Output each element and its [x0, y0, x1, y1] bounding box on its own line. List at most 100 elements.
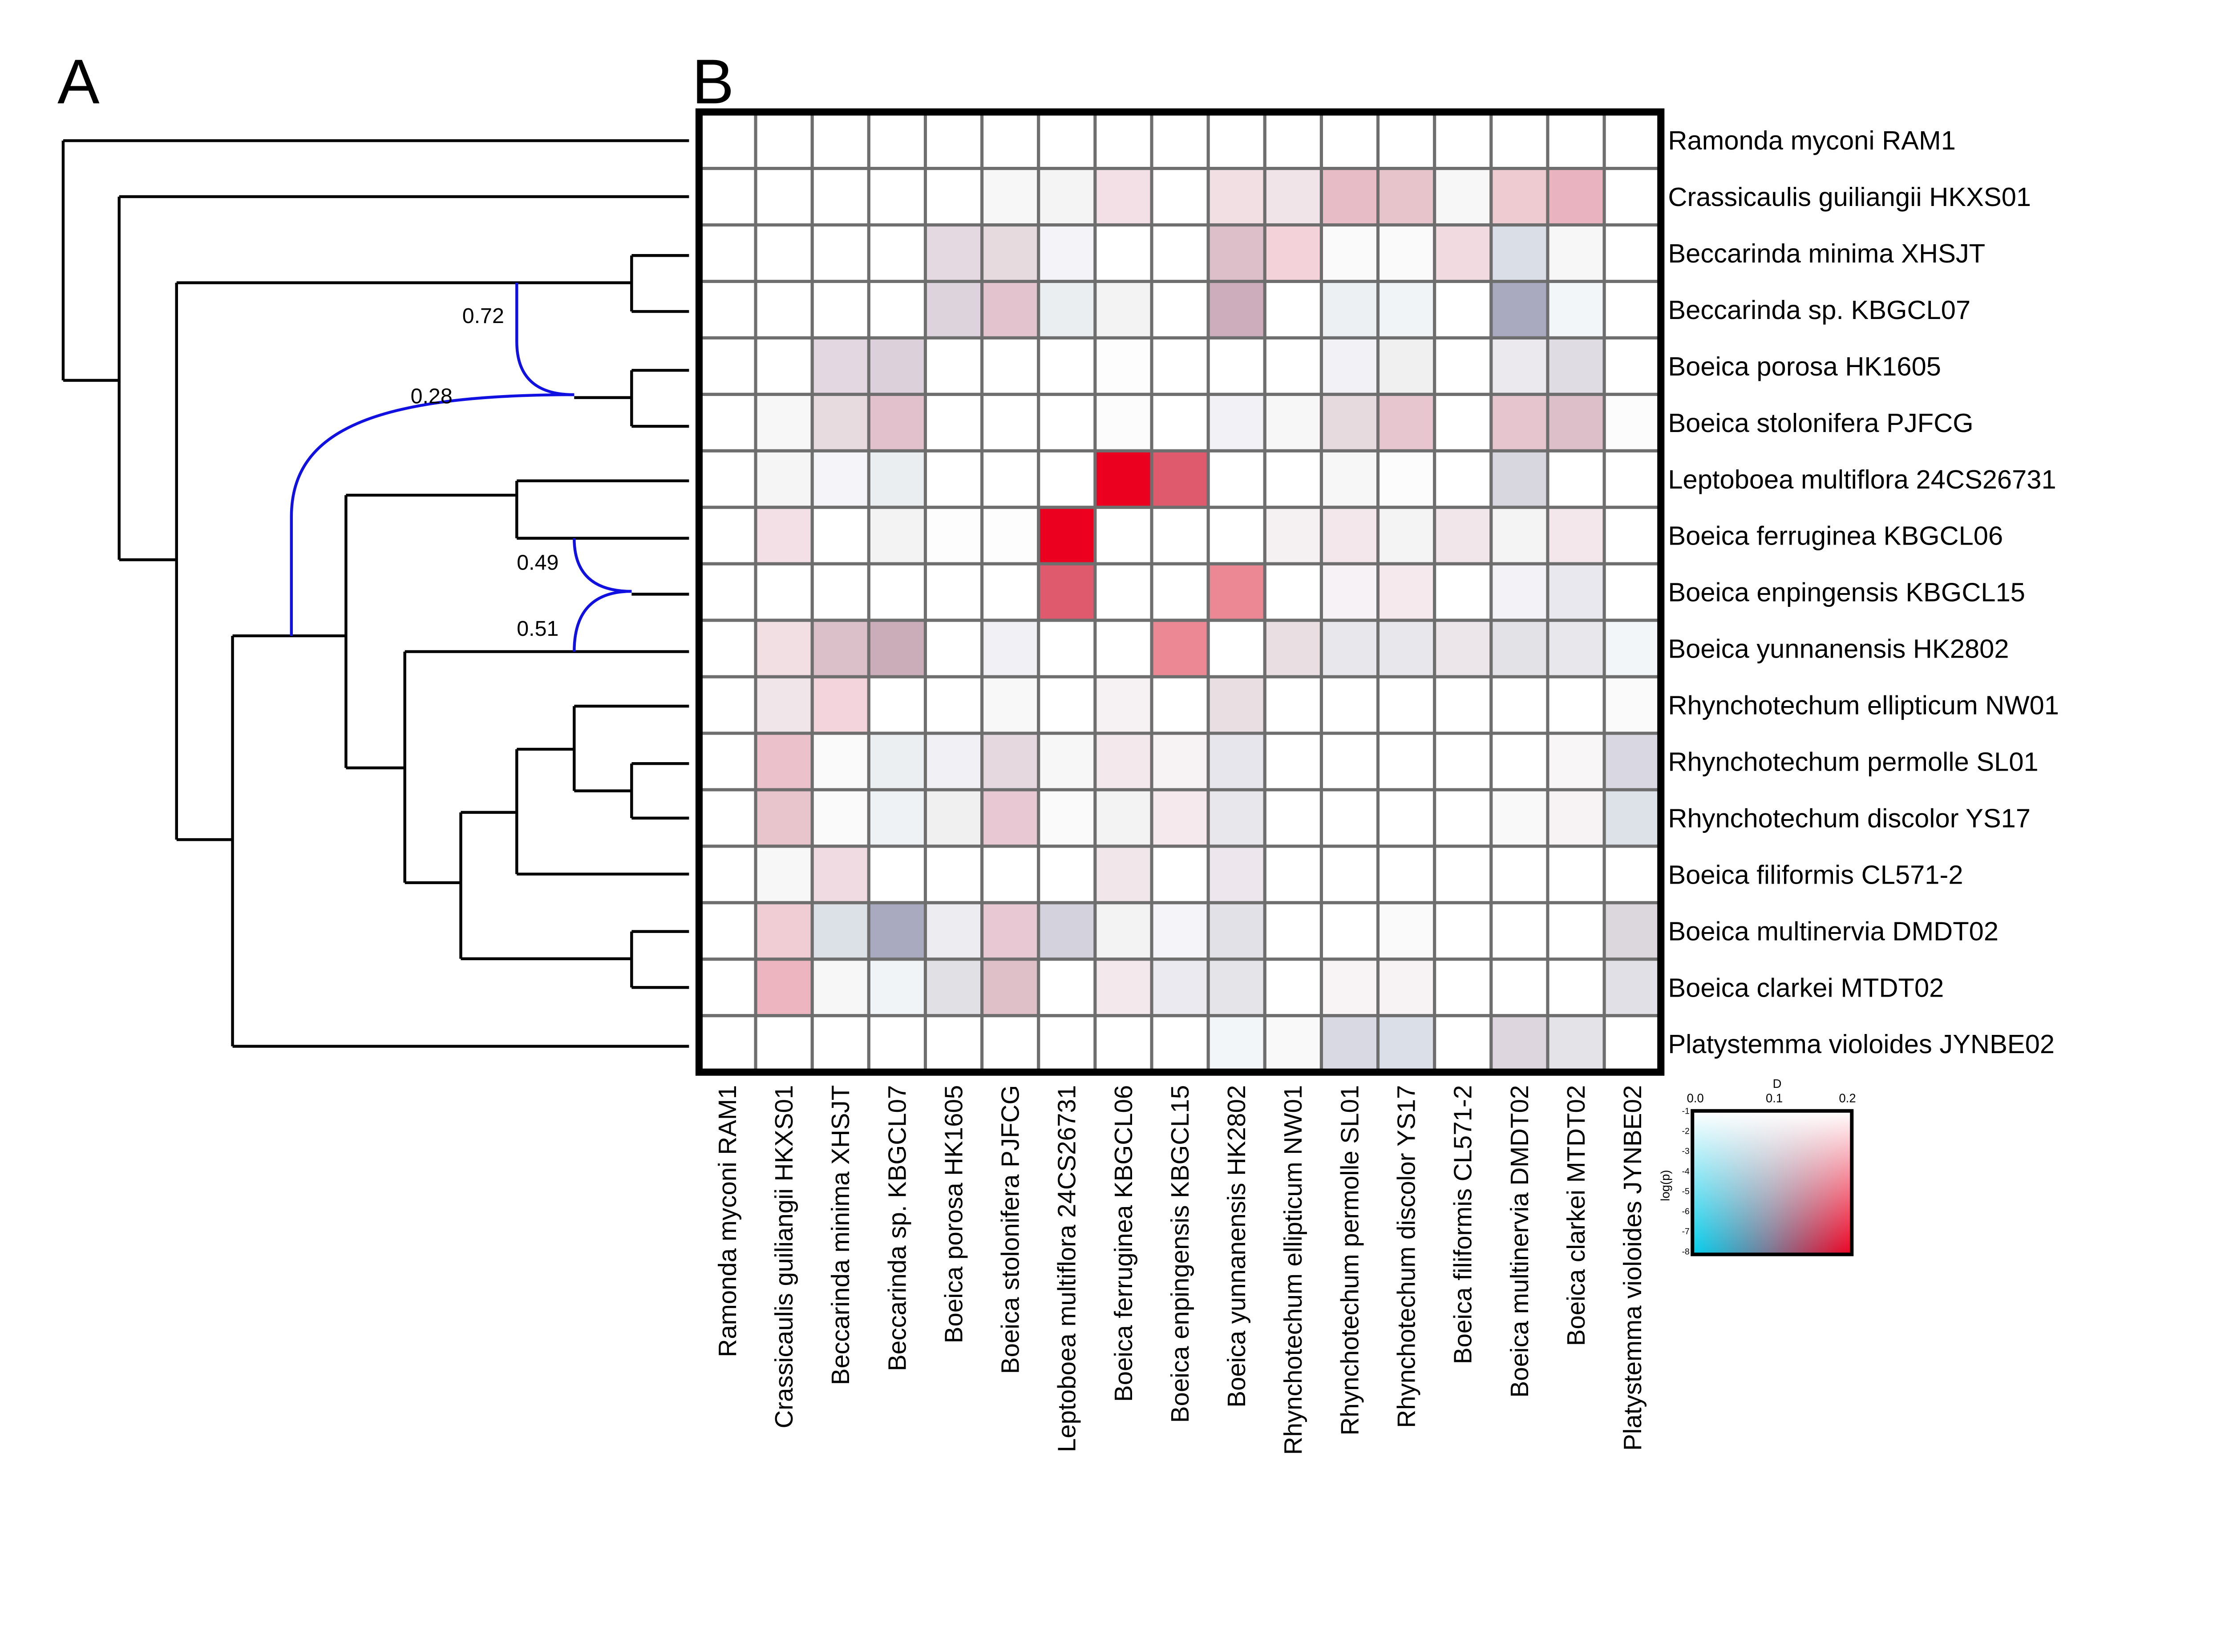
- heatmap-cell: [923, 505, 984, 565]
- heatmap-cell: [1150, 731, 1210, 792]
- heatmap-cell: [980, 223, 1040, 283]
- heatmap-cell: [1489, 223, 1549, 283]
- heatmap-cell: [1319, 167, 1380, 227]
- heatmap-cell: [1093, 618, 1153, 679]
- heatmap-cell: [1037, 223, 1097, 283]
- heatmap-cell: [1376, 505, 1436, 565]
- heatmap-cell: [1376, 449, 1436, 509]
- heatmap-cell: [810, 505, 870, 565]
- heatmap-cell: [1150, 336, 1210, 396]
- heatmap-cell: [810, 279, 870, 339]
- heatmap-cell: [1263, 279, 1323, 339]
- heatmap-cell: [1150, 110, 1210, 170]
- row-label: Beccarinda sp. KBGCL07: [1668, 295, 1970, 325]
- heatmap-cell: [1206, 957, 1266, 1018]
- heatmap-cell: [1376, 844, 1436, 905]
- heatmap-cell: [810, 901, 870, 961]
- heatmap-cell: [1093, 392, 1153, 452]
- heatmap-cell: [1433, 675, 1493, 735]
- heatmap-cell: [980, 336, 1040, 396]
- heatmap-cell: [1376, 392, 1436, 452]
- legend-x-tick: 0.2: [1839, 1091, 1856, 1105]
- heatmap-cell: [923, 618, 984, 679]
- row-label: Rhynchotechum ellipticum NW01: [1668, 691, 2059, 720]
- heatmap-cell: [1263, 1014, 1323, 1074]
- heatmap-cell: [1602, 788, 1663, 848]
- heatmap-cell: [754, 505, 814, 565]
- heatmap-cell: [1376, 562, 1436, 622]
- heatmap-cell: [923, 167, 984, 227]
- heatmap-cell: [867, 901, 927, 961]
- heatmap-cell: [1433, 392, 1493, 452]
- heatmap-cell: [1263, 675, 1323, 735]
- heatmap-cell: [1319, 1014, 1380, 1074]
- heatmap-cell: [697, 1014, 757, 1074]
- heatmap-cell: [1319, 505, 1380, 565]
- row-label: Boeica clarkei MTDT02: [1668, 973, 1944, 1002]
- heatmap-cell: [754, 618, 814, 679]
- heatmap-cell: [980, 279, 1040, 339]
- heatmap-cell: [1489, 167, 1549, 227]
- heatmap-cell: [1376, 731, 1436, 792]
- heatmap-cell: [1602, 675, 1663, 735]
- heatmap-cell: [1206, 167, 1266, 227]
- heatmap-cell: [1037, 110, 1097, 170]
- heatmap-cell: [867, 505, 927, 565]
- row-label: Boeica ferruginea KBGCL06: [1668, 521, 2003, 551]
- heatmap-cell: [697, 618, 757, 679]
- column-label: Boeica ferruginea KBGCL06: [1109, 1085, 1137, 1402]
- heatmap-cell: [1319, 110, 1380, 170]
- heatmap-cell: [1319, 618, 1380, 679]
- heatmap-cell: [1319, 336, 1380, 396]
- heatmap-cell: [754, 901, 814, 961]
- heatmap-cell: [1206, 392, 1266, 452]
- heatmap-cell: [1546, 901, 1606, 961]
- heatmap-cell: [810, 167, 870, 227]
- heatmap-cell: [1489, 110, 1549, 170]
- legend-y-ticks: -1 -2 -3 -4 -5 -6 -7 -8: [1682, 1106, 1690, 1256]
- heatmap-cell: [1489, 957, 1549, 1018]
- heatmap-cell: [1037, 505, 1097, 565]
- column-label: Boeica clarkei MTDT02: [1562, 1085, 1590, 1346]
- heatmap-cell: [923, 336, 984, 396]
- heatmap-cell: [1093, 788, 1153, 848]
- heatmap-cell: [1093, 505, 1153, 565]
- column-labels: Ramonda myconi RAM1 Crassicaulis guiliang…: [713, 1085, 1646, 1455]
- heatmap-frame: [695, 108, 1665, 1076]
- heatmap-cell: [754, 167, 814, 227]
- heatmap-cell: [1602, 279, 1663, 339]
- legend-y-tick: -6: [1682, 1207, 1690, 1216]
- heatmap-cell: [1037, 618, 1097, 679]
- heatmap-cell: [1546, 618, 1606, 679]
- heatmap-cell: [1489, 279, 1549, 339]
- panel-label-b: B: [692, 47, 734, 117]
- heatmap-cell: [810, 957, 870, 1018]
- heatmap-cell: [1376, 223, 1436, 283]
- column-label: Boeica filiformis CL571-2: [1449, 1085, 1477, 1364]
- heatmap-cell: [980, 901, 1040, 961]
- heatmap-cell: [810, 844, 870, 905]
- heatmap-cell: [1602, 901, 1663, 961]
- heatmap-cell: [1093, 167, 1153, 227]
- heatmap-cell: [1037, 449, 1097, 509]
- heatmap-cell: [1150, 167, 1210, 227]
- heatmap-cell: [1093, 336, 1153, 396]
- heatmap-cell: [1546, 223, 1606, 283]
- heatmap-cell: [980, 618, 1040, 679]
- column-label: Beccarinda minima XHSJT: [826, 1085, 854, 1385]
- heatmap-cell: [754, 449, 814, 509]
- heatmap-cell: [867, 449, 927, 509]
- heatmap-cell: [923, 449, 984, 509]
- heatmap-cell: [1263, 957, 1323, 1018]
- column-label: Rhynchotechum ellipticum NW01: [1279, 1085, 1307, 1455]
- heatmap-cell: [1319, 675, 1380, 735]
- heatmap-cell: [810, 223, 870, 283]
- heatmap-cell: [810, 110, 870, 170]
- heatmap-cell: [867, 336, 927, 396]
- heatmap-cell: [1602, 844, 1663, 905]
- hybrid-edge-ferruginea: [573, 538, 632, 593]
- heatmap-cell: [1150, 562, 1210, 622]
- heatmap-cell: [1037, 279, 1097, 339]
- heatmap-cell: [980, 957, 1040, 1018]
- heatmap-cell: [1206, 223, 1266, 283]
